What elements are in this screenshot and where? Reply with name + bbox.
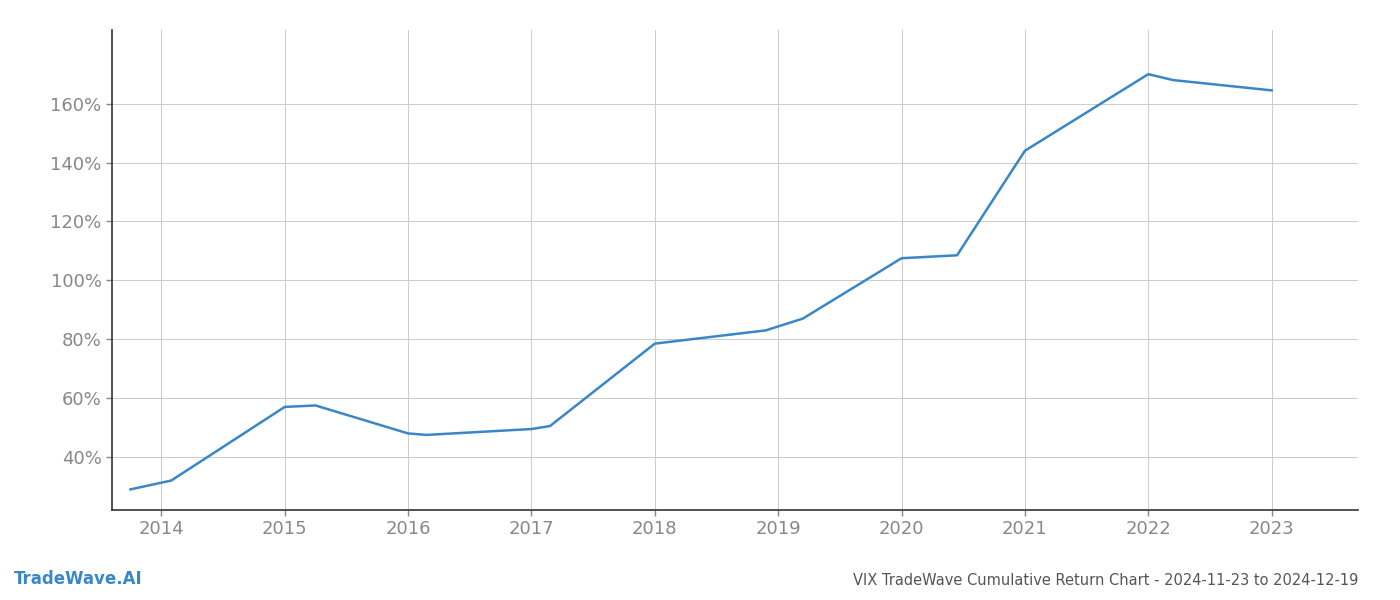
Text: TradeWave.AI: TradeWave.AI bbox=[14, 570, 143, 588]
Text: VIX TradeWave Cumulative Return Chart - 2024-11-23 to 2024-12-19: VIX TradeWave Cumulative Return Chart - … bbox=[853, 573, 1358, 588]
